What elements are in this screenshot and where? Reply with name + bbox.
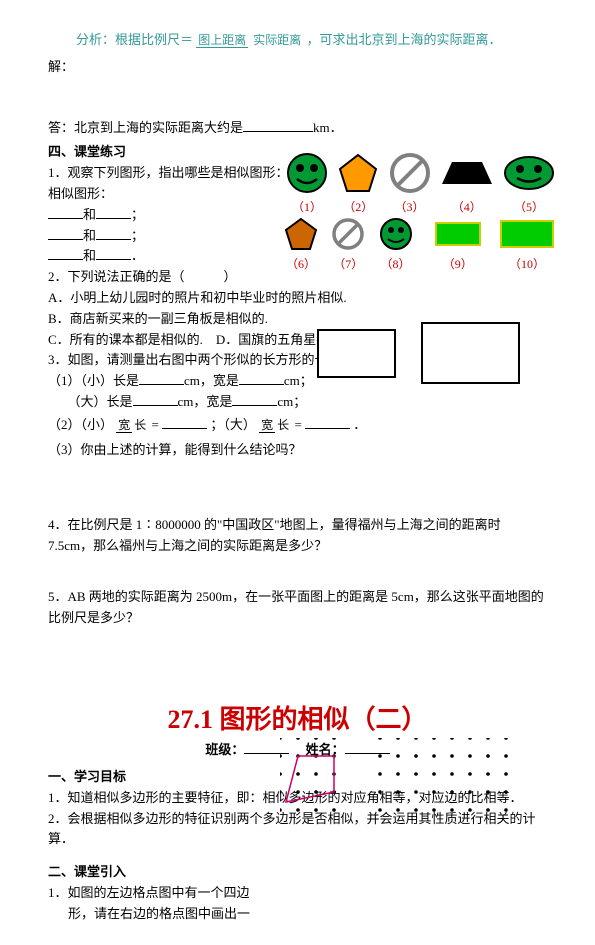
shape-4: （4） [440, 152, 494, 217]
answer-prefix: 答：北京到上海的实际距离大约是 [48, 120, 243, 135]
quad-shape [286, 756, 334, 802]
ratio-mid: ；（大） [210, 417, 256, 432]
title-2: 27.1 图形的相似（二） [48, 699, 547, 741]
q3-1-prefix: （1）（小）长是 [48, 373, 139, 388]
sec2-1b: 形，请在右边的格点图中画出一 [48, 904, 547, 925]
frac-den: 长 [132, 418, 148, 432]
green-rect-large-icon [499, 217, 555, 251]
grid-svg [280, 738, 540, 838]
answer-line: 答：北京到上海的实际距离大约是 km． [48, 118, 547, 139]
large-rect [421, 322, 520, 384]
smiley-wide-icon [503, 152, 555, 194]
q3-3: （3）你由上述的计算，能得到什么结论吗？ [48, 440, 547, 461]
blank[interactable] [48, 246, 83, 260]
semi: ； [131, 207, 144, 222]
shape-label-6: （6） [284, 255, 318, 274]
sec2-title: 二、课堂引入 [48, 862, 547, 883]
circle-slash-small-icon [331, 217, 365, 251]
rect-group [317, 322, 520, 384]
shape-2: （2） [337, 152, 379, 217]
smiley-icon [286, 152, 328, 194]
shape-label-3: （3） [389, 198, 431, 217]
trapezoid-icon [440, 152, 494, 194]
q4: 4．在比例尺是 1∶8000000 的"中国政区"地图上，量得福州与上海之间的距… [48, 515, 547, 557]
shape-7: （7） [331, 217, 365, 274]
ratio-end: ． [353, 417, 366, 432]
eq: = [294, 417, 305, 432]
shape-label-2: （2） [337, 198, 379, 217]
semi: ； [131, 228, 144, 243]
q3-1-mid: cm，宽是 [184, 373, 239, 388]
shape-label-4: （4） [440, 198, 494, 217]
shapes-row-1: （1） （2） （3） （4） （5） [286, 152, 555, 217]
period: ． [131, 248, 144, 263]
ratio-prefix: （2）（小） [48, 417, 113, 432]
shape-5: （5） [503, 152, 555, 217]
frac-num: 宽 [116, 418, 132, 433]
shape-8: （8） [379, 217, 413, 274]
frac-den: 实际距离 [251, 33, 303, 47]
blank[interactable] [162, 415, 207, 429]
answer-unit: km． [313, 120, 343, 135]
blank[interactable] [48, 205, 83, 219]
blank[interactable] [96, 205, 131, 219]
analysis-fraction: 图上距离 实际距离 [196, 34, 303, 47]
shape-9: （9） [434, 217, 482, 274]
shape-label-1: （1） [286, 198, 328, 217]
q5: 5．AB 两地的实际距离为 2500m，在一张平面图上的距离是 5cm，那么这张… [48, 587, 547, 629]
blank[interactable] [96, 226, 131, 240]
blank[interactable] [96, 246, 131, 260]
analysis-line: 分析：根据比例尺＝ 图上距离 实际距离 ，可求出北京到上海的实际距离． [76, 30, 547, 51]
sec2-1a: 1．如图的左边格点图中有一个四边 [48, 883, 547, 904]
and: 和 [83, 248, 96, 263]
q3-2-prefix: （大）长是 [48, 394, 133, 409]
circle-slash-icon [389, 152, 431, 194]
shape-1: （1） [286, 152, 328, 217]
pentagon-small-icon [284, 217, 318, 251]
smiley-small-icon [379, 217, 413, 251]
frac-num: 图上距离 [196, 33, 248, 48]
blank[interactable] [139, 371, 184, 385]
shape-label-8: （8） [379, 255, 413, 274]
answer-blank[interactable] [243, 118, 313, 132]
and: 和 [83, 228, 96, 243]
frac-den: 长 [275, 418, 291, 432]
analysis-prefix: 分析：根据比例尺＝ [76, 32, 193, 47]
analysis-suffix: ，可求出北京到上海的实际距离． [307, 32, 502, 47]
q3-2-line: （大）长是 cm，宽是 cm； [48, 392, 547, 413]
small-rect [317, 329, 396, 378]
q3-ratio: （2）（小） 宽长 = ；（大） 宽长 = ． [48, 415, 547, 436]
shape-6: （6） [284, 217, 318, 274]
shape-label-10: （10） [499, 255, 555, 274]
q3-2-mid: cm，宽是 [178, 394, 233, 409]
blank[interactable] [232, 392, 277, 406]
eq: = [152, 417, 163, 432]
class-label: 班级： [205, 742, 244, 757]
frac-num: 宽 [259, 418, 275, 433]
blank[interactable] [305, 415, 350, 429]
shape-3: （3） [389, 152, 431, 217]
q3-1-end: cm； [284, 373, 313, 388]
shape-label-9: （9） [434, 255, 482, 274]
shape-label-5: （5） [503, 198, 555, 217]
pentagon-icon [337, 152, 379, 194]
shape-10: （10） [499, 217, 555, 274]
blank[interactable] [48, 226, 83, 240]
blank[interactable] [239, 371, 284, 385]
ratio-frac-1: 宽长 [116, 419, 148, 432]
shapes-row-2: （6） （7） （8） （9） （10） [284, 217, 555, 274]
dots-grid [280, 738, 540, 838]
blank[interactable] [133, 392, 178, 406]
solve-label: 解： [48, 57, 547, 78]
q3-2-end: cm； [277, 394, 306, 409]
ratio-frac-2: 宽长 [259, 419, 291, 432]
and: 和 [83, 207, 96, 222]
green-rect-icon [434, 217, 482, 251]
shape-label-7: （7） [331, 255, 365, 274]
q2-a: A．小明上幼儿园时的照片和初中毕业时的照片相似. [48, 288, 547, 309]
